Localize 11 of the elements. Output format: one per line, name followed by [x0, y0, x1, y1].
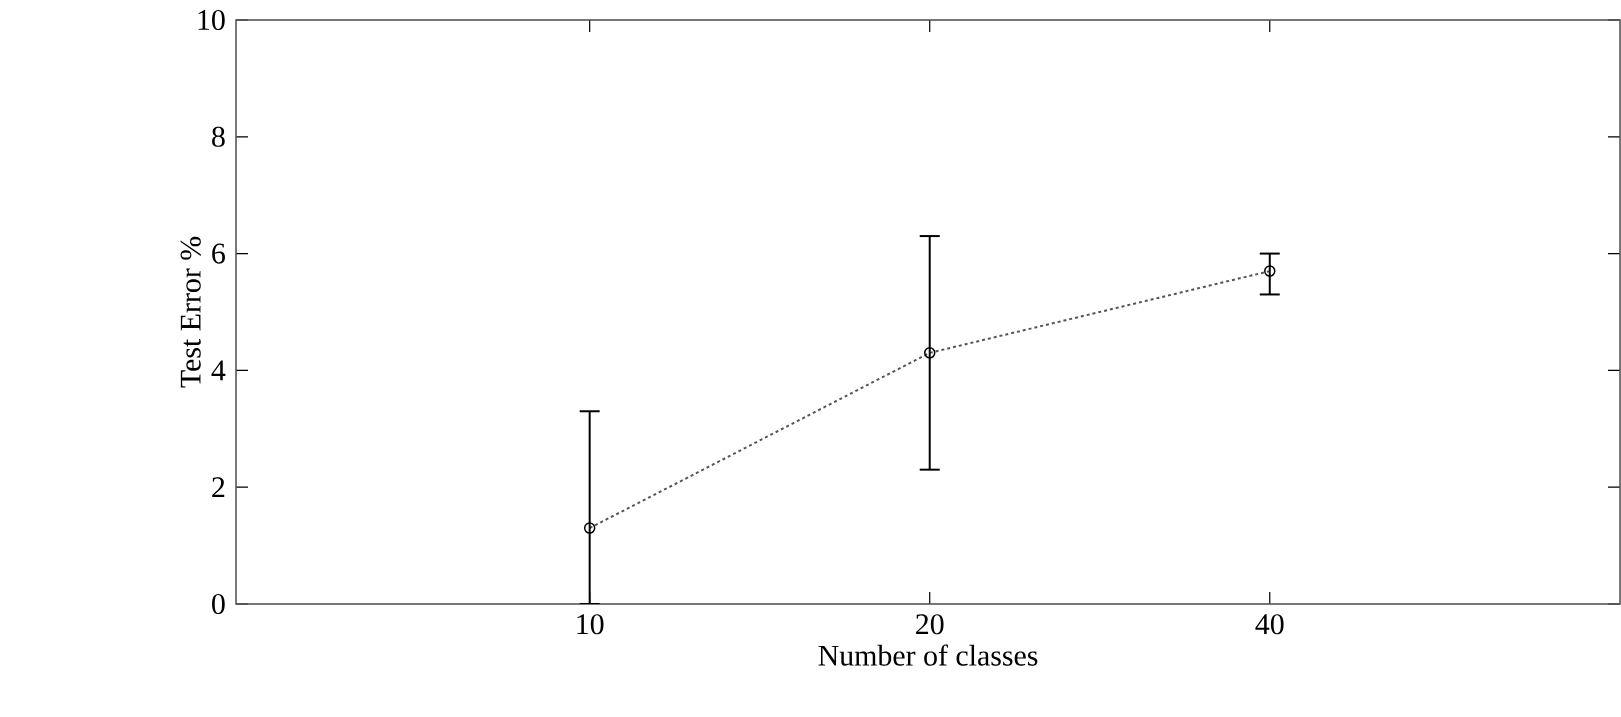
y-tick-label: 4: [211, 360, 226, 381]
x-tick-label: 20: [916, 614, 944, 635]
x-tick-label: 40: [1255, 614, 1284, 635]
x-tick-label: 10: [577, 614, 604, 635]
y-axis-title: Test Error %: [180, 236, 201, 388]
y-tick-label: 6: [212, 243, 225, 264]
y-tick-label: 8: [212, 126, 225, 147]
y-tick-label: 2: [212, 477, 225, 498]
y-tick-label: 0: [212, 593, 225, 615]
x-axis-title: Number of classes: [818, 644, 1038, 666]
y-tick-label: 10: [198, 9, 225, 31]
